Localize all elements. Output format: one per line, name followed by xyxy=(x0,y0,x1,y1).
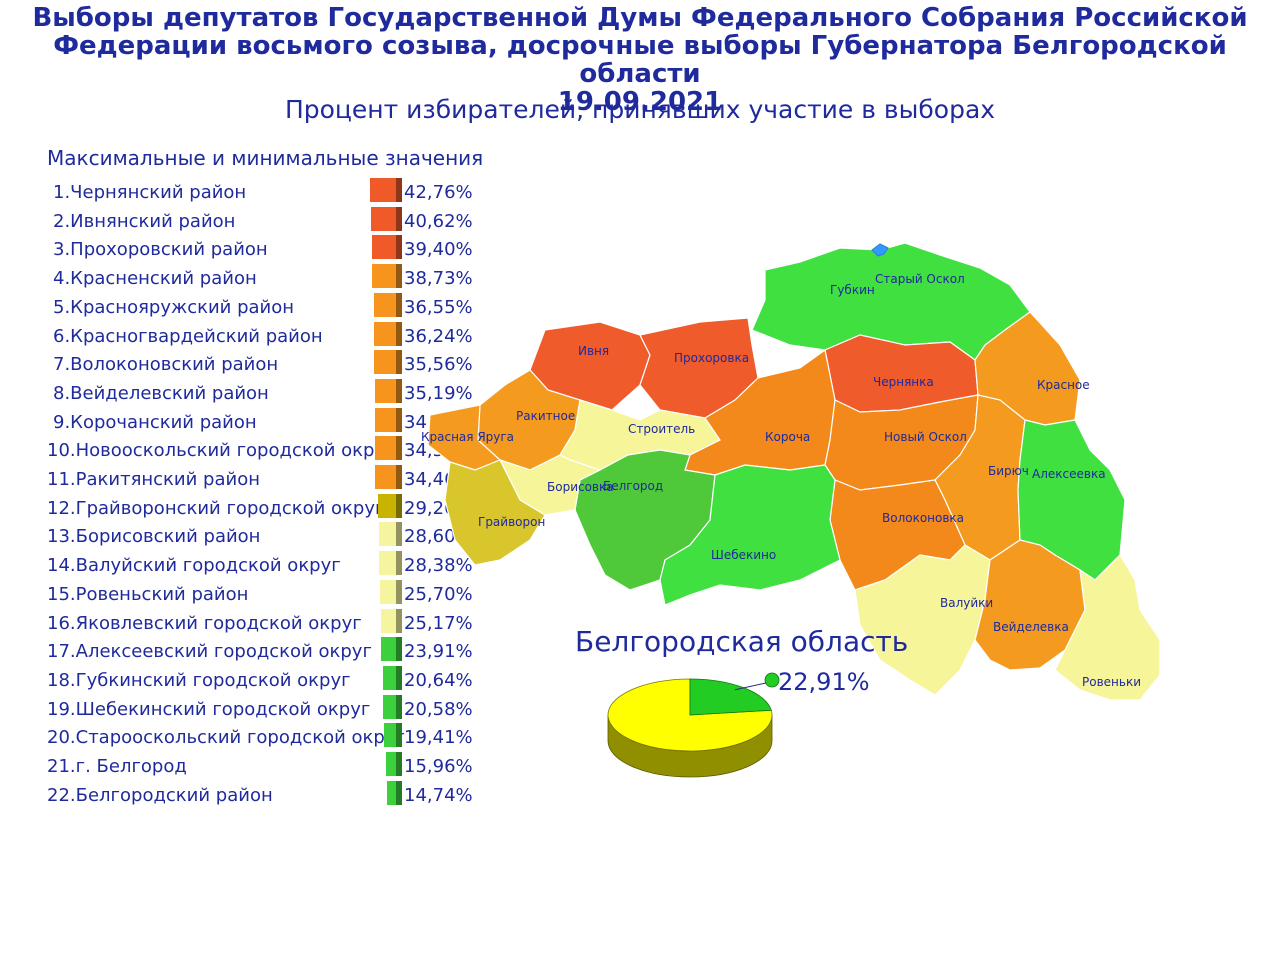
map-label: Бирюч xyxy=(988,464,1029,478)
ranking-label: 1.Чернянский район xyxy=(53,182,247,203)
ranking-label: 8.Вейделевский район xyxy=(53,382,269,404)
map-label: Шебекино xyxy=(711,548,776,562)
ranking-label: 4.Красненский район xyxy=(53,268,257,290)
map-label: Прохоровка xyxy=(674,351,749,365)
ranking-chart: 1.Чернянский район 42,76% 2.Ивнянский райо… xyxy=(0,0,520,820)
pie-callout-line xyxy=(734,682,767,691)
ranking-value: 36,55% xyxy=(404,296,473,318)
ranking-label: 3.Прохоровский район xyxy=(53,239,268,261)
map-label: Красное xyxy=(1037,378,1090,392)
ranking-value: 28,38% xyxy=(404,555,473,577)
map-label: Вейделевка xyxy=(993,620,1069,634)
map-label: Новый Оскол xyxy=(884,430,967,444)
ranking-value: 23,91% xyxy=(404,641,473,663)
title-line-1: Выборы депутатов Государственной Думы Фе… xyxy=(32,3,1248,33)
map-label: Ивня xyxy=(578,344,609,358)
ranking-label: 5.Краснояружский район xyxy=(53,296,295,318)
ranking-label: 17.Алексеевский городской округ xyxy=(47,641,372,663)
region-total-pie xyxy=(607,672,780,778)
ranking-label: 12.Грайворонский городской округ xyxy=(47,497,385,519)
ranking-heading: Максимальные и минимальные значения xyxy=(47,146,484,170)
region-total-value: 22,91% xyxy=(778,668,870,696)
ranking-value: 25,70% xyxy=(404,583,473,605)
page-title: Выборы депутатов Государственной Думы Фе… xyxy=(0,4,1280,116)
map-district-shebekino xyxy=(659,464,841,606)
map-label: Ракитное xyxy=(516,409,575,423)
map-label: Строитель xyxy=(628,422,695,436)
map-label: Алексеевка xyxy=(1032,467,1106,481)
map-label: Волоконовка xyxy=(882,511,964,525)
map-label: Короча xyxy=(765,430,810,444)
ranking-label: 7.Волоконовский район xyxy=(53,354,279,376)
ranking-label: 2.Ивнянский район xyxy=(53,210,236,232)
map-label: Борисовка xyxy=(547,480,614,494)
ranking-value: 20,64% xyxy=(404,669,473,691)
map-label: Валуйки xyxy=(940,596,993,610)
map-label: Губкин xyxy=(830,283,875,297)
map-district-rovenki xyxy=(1054,554,1161,700)
title-line-3: 19.09.2021 xyxy=(557,87,723,117)
map-label: Старый Оскол xyxy=(875,272,965,286)
ranking-label: 22.Белгородский район xyxy=(47,784,273,806)
ranking-label: 9.Корочанский район xyxy=(53,411,257,433)
page-subtitle: Процент избирателей, принявших участие в… xyxy=(284,95,996,124)
ranking-value: 42,76% xyxy=(404,182,473,203)
ranking-value: 40,62% xyxy=(404,210,473,232)
ranking-label: 20.Старооскольский городской округ xyxy=(47,727,405,749)
title-line-2: Федерации восьмого созыва, досрочные выб… xyxy=(53,31,1227,89)
ranking-value: 14,74% xyxy=(404,784,473,806)
ranking-label: 6.Красногвардейский район xyxy=(53,325,323,347)
ranking-value: 19,41% xyxy=(404,727,473,749)
ranking-label: 19.Шебекинский городской округ xyxy=(47,698,371,720)
ranking-label: 21.г. Белгород xyxy=(47,756,187,777)
map-label: Ровеньки xyxy=(1082,675,1141,689)
pie-callout-dot xyxy=(764,672,780,688)
map-label: Белгород xyxy=(603,479,663,493)
ranking-value: 38,73% xyxy=(404,268,473,290)
ranking-label: 18.Губкинский городской округ xyxy=(47,669,351,691)
ranking-label: 11.Ракитянский район xyxy=(47,469,260,490)
region-total-title: Белгородская область xyxy=(575,625,909,658)
map-label: Грайворон xyxy=(478,515,545,529)
ranking-label: 13.Борисовский район xyxy=(47,526,261,548)
ranking-value: 20,58% xyxy=(404,698,473,720)
ranking-value: 35,19% xyxy=(404,382,473,404)
ranking-value: 36,24% xyxy=(404,325,473,347)
ranking-label: 15.Ровеньский район xyxy=(47,583,249,605)
map-label: Чернянка xyxy=(873,375,934,389)
ranking-value: 15,96% xyxy=(404,756,473,777)
ranking-value: 25,17% xyxy=(404,612,473,634)
map-lake xyxy=(871,243,889,257)
ranking-value: 39,40% xyxy=(404,239,473,261)
map-label: Красная Яруга xyxy=(421,430,514,444)
ranking-label: 14.Валуйский городской округ xyxy=(47,555,341,577)
map-district-grayvoron xyxy=(444,459,546,566)
ranking-label: 16.Яковлевский городской округ xyxy=(47,612,362,634)
ranking-label: 10.Новооскольский городской округ xyxy=(47,440,395,462)
ranking-value: 35,56% xyxy=(404,354,473,376)
